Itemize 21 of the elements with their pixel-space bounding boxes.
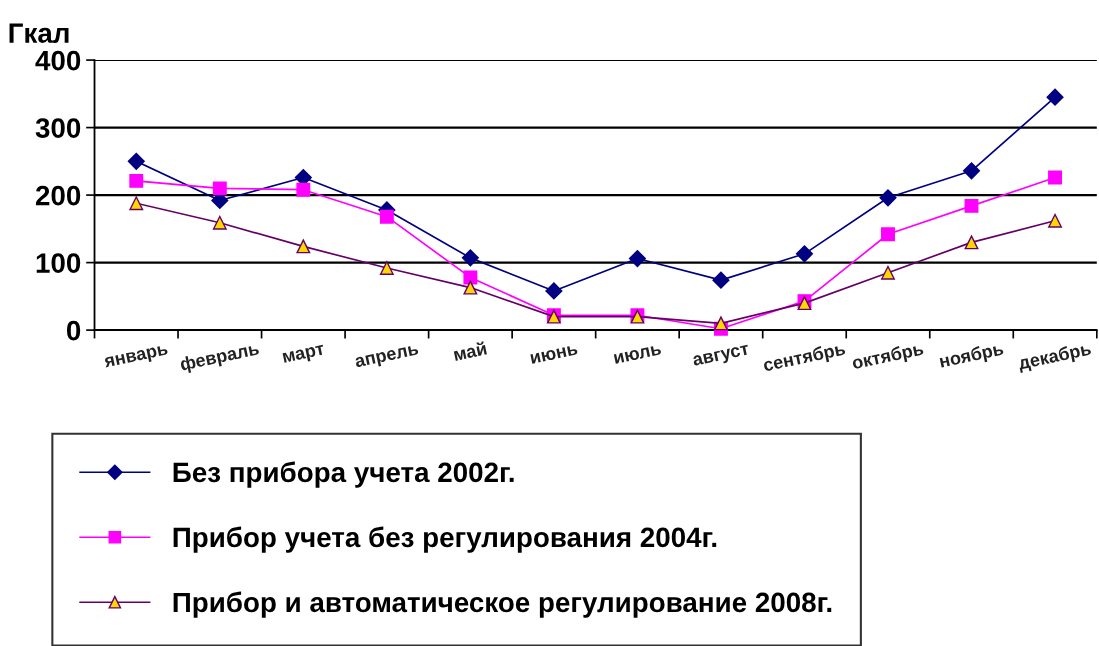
x-tick-label: январь [103, 344, 169, 372]
legend-label: Прибор и автоматическое регулирование 2008г. [173, 591, 832, 618]
x-tick-label: сентябрь [762, 341, 847, 376]
x-tick-label: август [692, 344, 751, 370]
x-tick-label: октябрь [851, 341, 925, 373]
legend-label: Без прибора учета 2002г. [173, 461, 514, 488]
y-tick-label: 400 [35, 50, 81, 71]
y-tick-label: 300 [35, 118, 81, 138]
x-tick-label: март [282, 344, 326, 367]
x-tick-label: февраль [179, 341, 261, 375]
y-tick-label: 100 [36, 253, 81, 273]
y-tick-label: 200 [35, 185, 81, 206]
y-axis-title: Гкал [9, 23, 69, 43]
x-tick-label: декабрь [1017, 341, 1093, 374]
x-tick-label: июль [613, 344, 662, 365]
x-tick-label: ноябрь [938, 341, 1005, 372]
legend-label: Прибор учета без регулирования 2004г. [173, 526, 717, 553]
x-tick-label: апрель [354, 344, 420, 371]
y-tick-label: 0 [66, 320, 81, 341]
x-tick-label: июнь [530, 344, 578, 365]
x-tick-label: май [453, 341, 487, 362]
